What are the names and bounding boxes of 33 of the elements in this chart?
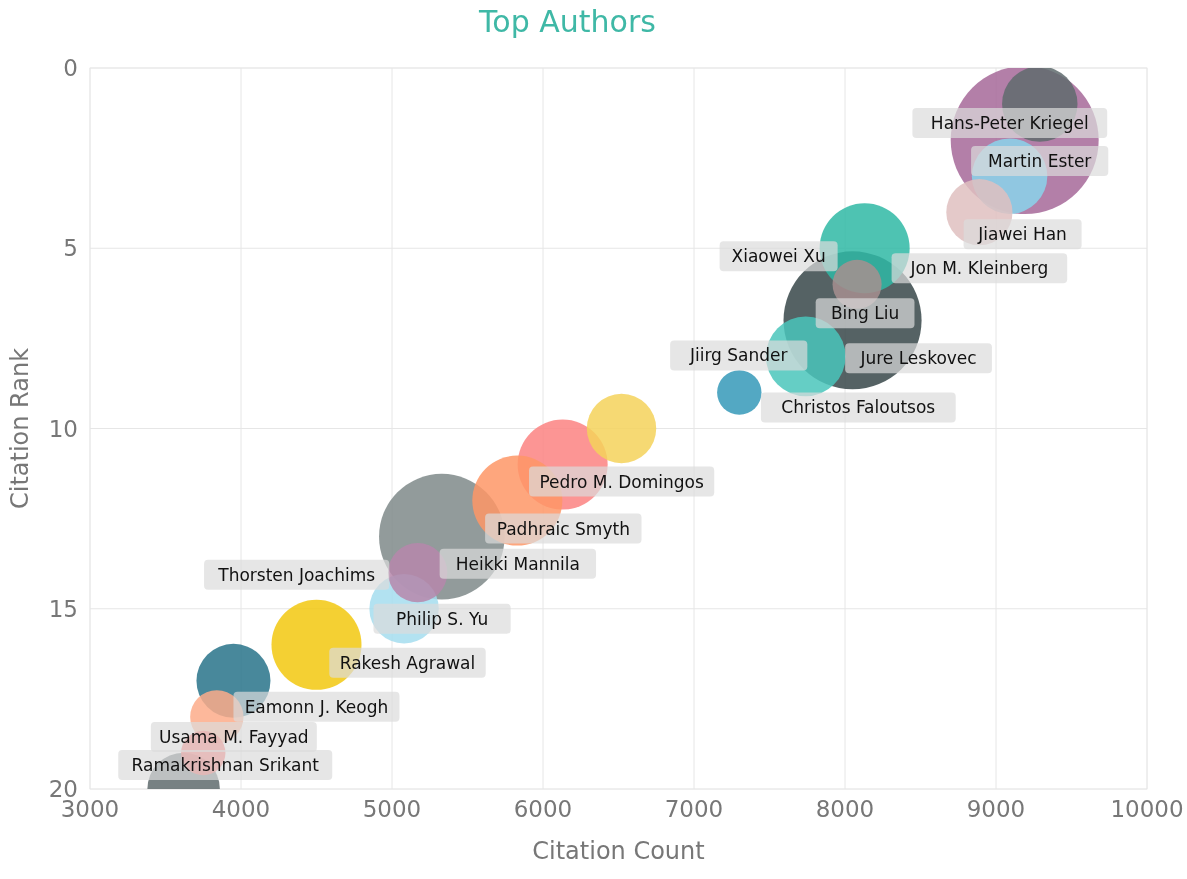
chart-title: Top Authors (478, 4, 656, 39)
annotation: Heikki Mannila (455, 553, 580, 574)
annotation: Rakesh Agrawal (339, 652, 476, 673)
x-tick-label: 7000 (664, 796, 724, 822)
x-tick-label: 5000 (362, 796, 422, 822)
y-tick-label: 15 (48, 595, 78, 622)
x-tick-label: 10000 (1110, 796, 1184, 822)
y-tick-label: 0 (63, 55, 78, 81)
annotation: Padhraic Smyth (496, 518, 630, 539)
annotation: Jon M. Kleinberg (909, 258, 1049, 279)
annotation: Martin Ester (988, 151, 1092, 172)
annotation: Thorsten Joachims (217, 564, 376, 585)
y-tick-label: 10 (48, 415, 78, 442)
annotation: Usama M. Fayyad (159, 726, 309, 747)
x-tick-label: 3000 (60, 796, 120, 822)
x-tick-label: 8000 (815, 796, 875, 822)
annotation: Bing Liu (830, 303, 900, 324)
x-tick-label: 6000 (513, 796, 573, 822)
annotation: Pedro M. Domingos (539, 471, 704, 492)
x-tick-label: 4000 (211, 796, 271, 822)
annotation: Ramakrishnan Srikant (131, 754, 320, 775)
x-axis-title: Citation Count (532, 837, 705, 865)
annotation: Jure Leskovec (859, 348, 977, 369)
x-tick-label: 9000 (966, 796, 1026, 822)
annotation: Philip S. Yu (395, 608, 489, 629)
annotation: Christos Faloutsos (781, 397, 936, 418)
annotation: Jiawei Han (977, 224, 1067, 245)
y-axis-title: Citation Rank (6, 347, 34, 510)
annotation: Jiirg Sander (688, 345, 788, 366)
annotation: Eamonn J. Keogh (244, 696, 389, 717)
annotation: Hans-Peter Kriegel (930, 113, 1089, 134)
y-tick-label: 5 (63, 235, 78, 262)
annotation: Xiaowei Xu (731, 246, 826, 267)
